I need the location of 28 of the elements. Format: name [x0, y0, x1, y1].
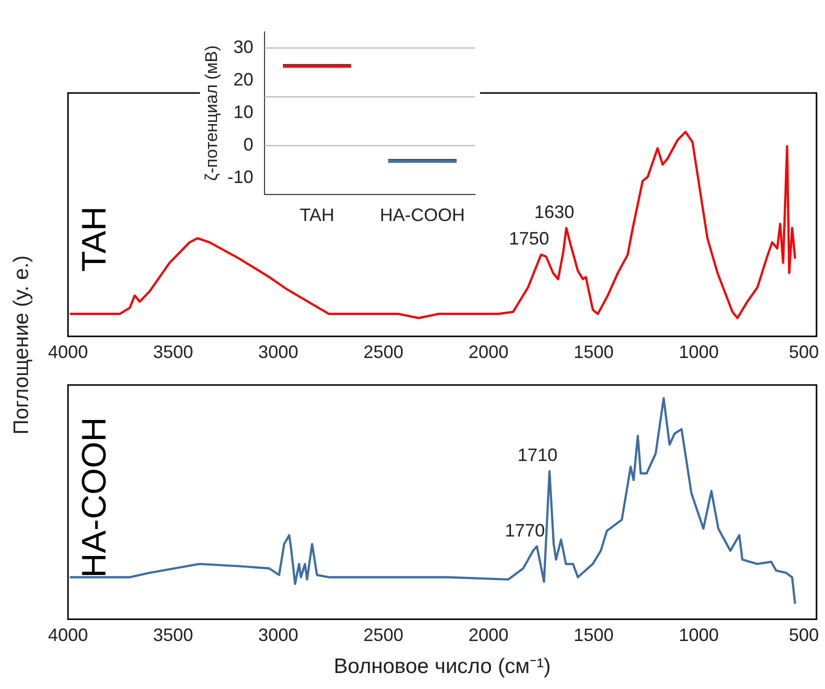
x-tick-label: 1500	[574, 624, 614, 645]
x-tick-label: 500	[788, 342, 819, 362]
x-tick-label: 3500	[153, 342, 194, 362]
x-tick-label: 1000	[678, 342, 719, 362]
x-tick-label: 3500	[153, 624, 194, 645]
annotation: 1770	[504, 520, 545, 540]
annotation: 1630	[534, 202, 574, 222]
annotation: 1750	[509, 228, 550, 249]
y-axis-title: ζ-потенциал (мВ)	[202, 45, 221, 181]
annotation: 1710	[517, 445, 558, 466]
x-tick-label: 3000	[258, 624, 298, 645]
y-axis-title: Поглощение (у. е.)	[10, 255, 34, 435]
x-tick-label: 500	[788, 624, 819, 645]
y-tick-label: -10	[227, 167, 254, 188]
x-tick-label: 4000	[48, 342, 88, 362]
x-tick-label: 1000	[678, 624, 719, 645]
x-tick-label: 3000	[258, 342, 298, 362]
x-tick-label: 2500	[363, 624, 404, 645]
x-tick-label: 1500	[574, 342, 614, 362]
y-tick-label: 20	[233, 70, 254, 90]
y-tick-label: 0	[243, 134, 254, 155]
x-tick-label: 2000	[468, 624, 509, 645]
x-tick-label: 2500	[363, 342, 404, 362]
x-tick-label: 2000	[468, 342, 509, 362]
y-tick-label: 30	[233, 37, 254, 58]
y-tick-label: 10	[233, 102, 254, 122]
x-tick-label: 4000	[48, 624, 88, 645]
x-axis-title: Волновое число (см⁻¹)	[334, 655, 551, 678]
